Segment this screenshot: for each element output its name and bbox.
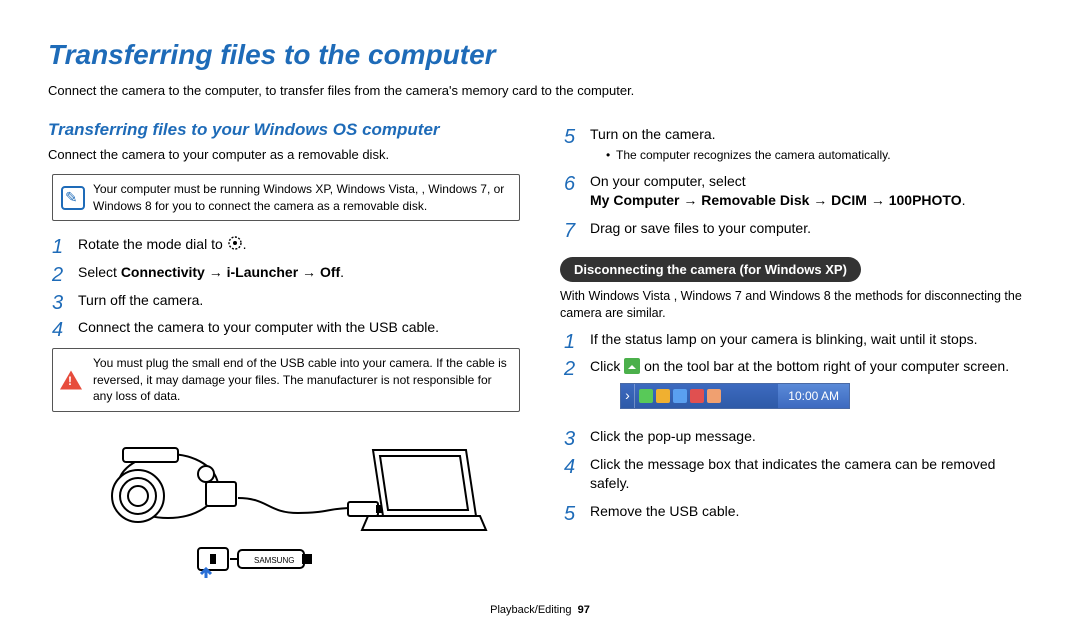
camera-usb-laptop-illustration: SAMSUNG [68,438,488,588]
step-4: Connect the camera to your computer with… [48,318,520,338]
info-note: Your computer must be running Windows XP… [52,174,520,222]
step-5: Turn on the camera. The computer recogni… [560,125,1032,163]
disc-step-5: Remove the USB cable. [560,502,1032,522]
disc-step-3: Click the pop-up message. [560,427,1032,447]
left-column: Transferring files to your Windows OS co… [48,119,520,593]
info-note-text: Your computer must be running Windows XP… [93,182,504,213]
warning-note-text: You must plug the small end of the USB c… [93,356,507,404]
system-tray: › 10:00 AM [620,383,850,409]
step-2: Select Connectivity → i-Launcher → Off. [48,263,520,283]
svg-text:SAMSUNG: SAMSUNG [254,556,294,565]
section-heading: Transferring files to your Windows OS co… [48,119,520,142]
section-lead: Connect the camera to your computer as a… [48,146,520,164]
page-title: Transferring files to the computer [48,36,1032,74]
page-subtitle: Connect the camera to the computer, to t… [48,82,1032,100]
warning-note: You must plug the small end of the USB c… [52,348,520,412]
systray-icons [635,389,778,403]
right-column: Turn on the camera. The computer recogni… [560,119,1032,593]
systray-icon [656,389,670,403]
eject-icon [624,358,640,374]
step-1: Rotate the mode dial to . [48,235,520,255]
systray-icon [673,389,687,403]
steps-list-right-b: If the status lamp on your camera is bli… [560,330,1032,522]
step-3: Turn off the camera. [48,291,520,311]
systray-expand-icon: › [621,384,635,408]
steps-list-left: Rotate the mode dial to . Select Connect… [48,235,520,337]
step-6: On your computer, select My Computer → R… [560,172,1032,211]
disc-step-1: If the status lamp on your camera is bli… [560,330,1032,350]
page-footer: Playback/Editing 97 [48,603,1032,618]
systray-icon [690,389,704,403]
systray-icon [639,389,653,403]
disc-step-4: Click the message box that indicates the… [560,455,1032,494]
systray-icon [707,389,721,403]
step-7: Drag or save files to your computer. [560,219,1032,239]
disconnect-subtext: With Windows Vista , Windows 7 and Windo… [560,288,1032,322]
steps-list-right-a: Turn on the camera. The computer recogni… [560,125,1032,238]
disc-step-2: Click on the tool bar at the bottom righ… [560,357,1032,419]
gear-icon [227,235,243,251]
systray-clock: 10:00 AM [778,384,849,408]
disconnect-heading-pill: Disconnecting the camera (for Windows XP… [560,257,861,283]
